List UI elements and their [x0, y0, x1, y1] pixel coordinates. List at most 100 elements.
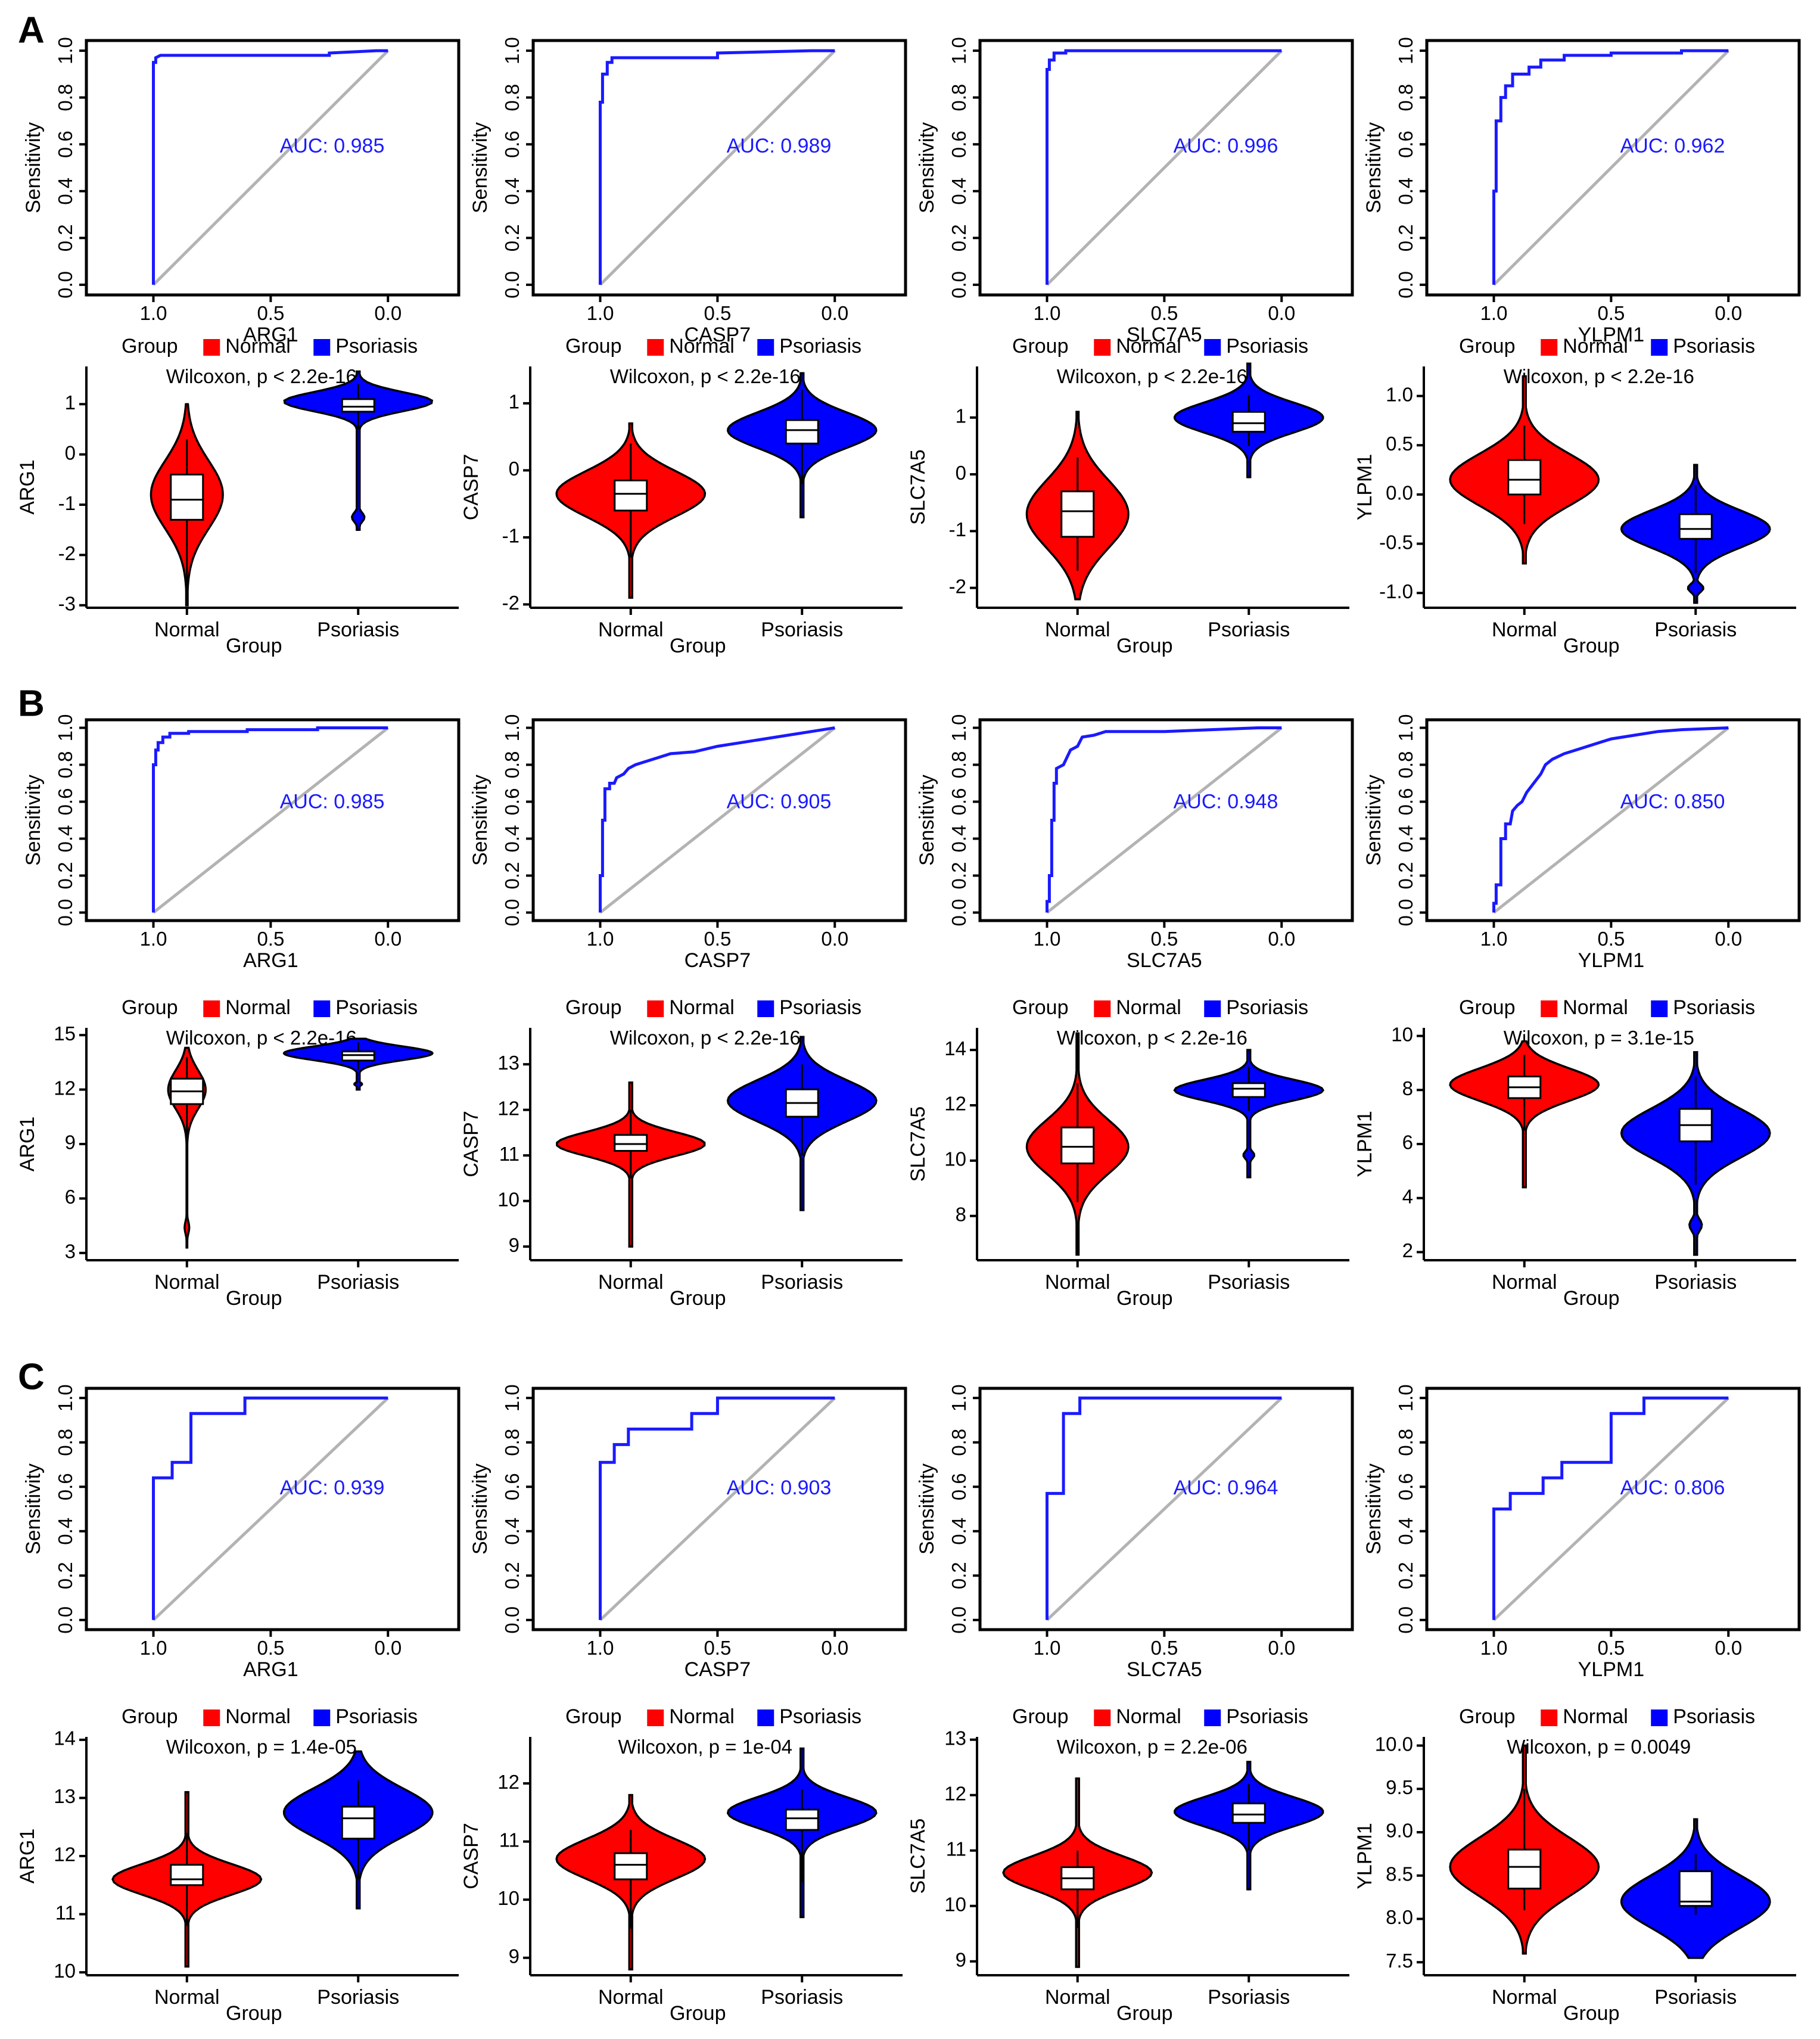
roc-y-tick-label: 0.6: [948, 788, 970, 816]
violin-y-tick-label: 0: [509, 458, 519, 480]
legend-item-normal: Normal: [1116, 996, 1181, 1019]
violin-y-tick-label: 9: [65, 1132, 76, 1154]
roc-y-tick-label: 0.6: [54, 130, 76, 158]
roc-x-tick-label: 1.0: [587, 928, 614, 950]
violin-y-axis-title: CASP7: [460, 1823, 483, 1889]
roc-y-tick-label: 1.0: [501, 37, 523, 64]
roc-reference-diagonal: [1492, 726, 1729, 914]
violin-y-tick-label: 1: [65, 391, 76, 414]
legend-swatch-psoriasis: [1651, 1000, 1668, 1017]
panel-label-A: A: [18, 10, 45, 51]
violin-y-tick-label: 12: [944, 1093, 966, 1115]
roc-y-tick-label: 0.8: [54, 751, 76, 779]
roc-y-tick-label: 0.8: [1395, 751, 1417, 779]
violin-y-axis-title: YLPM1: [1354, 454, 1376, 521]
box-normal: [170, 473, 204, 521]
violin-x-tick-label-normal: Normal: [598, 1986, 664, 2009]
wilcoxon-annotation: Wilcoxon, p < 2.2e-16: [610, 1027, 801, 1049]
wilcoxon-annotation: Wilcoxon, p = 2.2e-06: [1057, 1736, 1247, 1758]
violin-y-tick-label: 9: [509, 1945, 519, 1967]
box-normal: [614, 1852, 648, 1881]
violin-x-axis-title: Group: [1116, 635, 1173, 657]
roc-reference-diagonal: [152, 726, 389, 914]
roc-y-axis-title: Sensitivity: [469, 122, 491, 213]
violin-y-tick-label: 12: [944, 1782, 966, 1804]
violin-y-tick-label: 8: [956, 1203, 966, 1225]
legend-item-psoriasis: Psoriasis: [1226, 335, 1308, 358]
wilcoxon-annotation: Wilcoxon, p < 2.2e-16: [1057, 365, 1247, 387]
violin-x-tick-label-psoriasis: Psoriasis: [1208, 1986, 1290, 2009]
violin-x-axis-title: Group: [1563, 635, 1620, 657]
roc-y-tick-label: 0.0: [1395, 271, 1417, 299]
violin-y-tick-label: 6: [1402, 1132, 1413, 1154]
violin-plot-slc7a5: Group Normal Psoriasis Wilcoxon, p < 2.2e-1…: [907, 996, 1349, 1310]
roc-y-tick-label: 0.2: [501, 1562, 523, 1589]
panel-B: B AUC: 0.985 1.0 0.5 0.0 ARG1 0.0 0.2 0.4 0.6 0.8 1…: [16, 683, 1801, 1310]
roc-x-tick-label: 0.0: [1715, 1637, 1742, 1659]
violin-y-tick-label: -1.0: [1379, 580, 1413, 602]
violin-y-axis-title: ARG1: [16, 459, 39, 515]
roc-reference-diagonal: [1046, 1397, 1283, 1621]
roc-x-tick-label: 0.0: [1715, 928, 1742, 950]
roc-x-tick-label: 1.0: [140, 302, 167, 324]
violin-plot-ylpm1: Group Normal Psoriasis Wilcoxon, p = 3.1e-1…: [1354, 996, 1796, 1310]
violin-x-tick-label-psoriasis: Psoriasis: [317, 618, 399, 641]
roc-y-tick-label: 0.4: [948, 1518, 970, 1545]
roc-auc-label: AUC: 0.939: [280, 1477, 385, 1499]
roc-y-tick-label: 0.4: [948, 178, 970, 205]
roc-x-tick-label: 0.5: [1597, 302, 1625, 324]
violin-y-axis-title: YLPM1: [1354, 1823, 1376, 1889]
roc-y-tick-label: 0.6: [501, 788, 523, 816]
violin-y-tick-label: 13: [54, 1785, 76, 1807]
violin-y-tick-label: 3: [65, 1241, 76, 1263]
roc-frame: [531, 718, 907, 922]
violin-x-axis-title: Group: [226, 1287, 282, 1310]
legend-swatch-normal: [203, 339, 220, 356]
roc-reference-diagonal: [1046, 49, 1283, 286]
box-psoriasis: [1678, 513, 1713, 540]
violin-y-tick-label: 0: [65, 442, 76, 464]
legend-title: Group: [1459, 335, 1516, 358]
legend-swatch-normal: [1094, 339, 1111, 356]
roc-y-tick-label: 0.4: [1395, 178, 1417, 205]
roc-x-axis-title: SLC7A5: [1127, 1658, 1202, 1681]
violin-y-tick-label: 12: [497, 1771, 519, 1793]
roc-y-tick-label: 0.2: [501, 224, 523, 251]
roc-curve: [599, 1396, 835, 1620]
roc-x-axis-title: SLC7A5: [1127, 324, 1202, 346]
roc-y-tick-label: 1.0: [948, 37, 970, 64]
violin-x-tick-label-normal: Normal: [1492, 618, 1557, 641]
legend-title: Group: [122, 1705, 178, 1728]
violin-psoriasis: [283, 370, 434, 531]
roc-y-tick-label: 0.2: [54, 224, 76, 251]
legend-item-normal: Normal: [1563, 996, 1628, 1019]
legend-swatch-normal: [647, 1000, 664, 1017]
roc-y-tick-label: 0.2: [1395, 1562, 1417, 1589]
violin-y-tick-label: -2: [58, 542, 76, 564]
violin-x-tick-label-psoriasis: Psoriasis: [761, 1271, 843, 1294]
roc-x-tick-label: 1.0: [1034, 302, 1061, 324]
roc-y-tick-label: 1.0: [54, 714, 76, 742]
legend-swatch-psoriasis: [1651, 1709, 1668, 1726]
roc-x-tick-label: 0.5: [704, 302, 731, 324]
violin-y-tick-label: -1: [949, 518, 966, 540]
legend-title: Group: [1459, 996, 1516, 1019]
violin-x-tick-label-psoriasis: Psoriasis: [1654, 1986, 1737, 2009]
legend-swatch-psoriasis: [313, 1000, 331, 1017]
violin-x-axis-title: Group: [226, 2002, 282, 2025]
roc-plot-ylpm1: AUC: 0.850 1.0 0.5 0.0 YLPM1 0.0 0.2 0.4 0.6 0.8 1…: [1362, 714, 1801, 972]
violin-x-tick-label-normal: Normal: [598, 618, 664, 641]
legend-swatch-psoriasis: [1204, 1709, 1221, 1726]
roc-x-tick-label: 0.5: [704, 928, 731, 950]
roc-y-tick-label: 0.0: [54, 899, 76, 927]
legend-item-normal: Normal: [225, 1705, 291, 1728]
roc-y-tick-label: 0.8: [948, 1429, 970, 1456]
roc-y-axis-title: Sensitivity: [1362, 122, 1385, 213]
roc-y-tick-label: 0.2: [54, 1562, 76, 1589]
legend-item-normal: Normal: [1563, 1705, 1628, 1728]
roc-x-tick-label: 1.0: [1480, 1637, 1508, 1659]
roc-frame: [85, 718, 461, 922]
roc-auc-label: AUC: 0.964: [1174, 1477, 1278, 1499]
roc-y-axis-title: Sensitivity: [469, 775, 491, 866]
